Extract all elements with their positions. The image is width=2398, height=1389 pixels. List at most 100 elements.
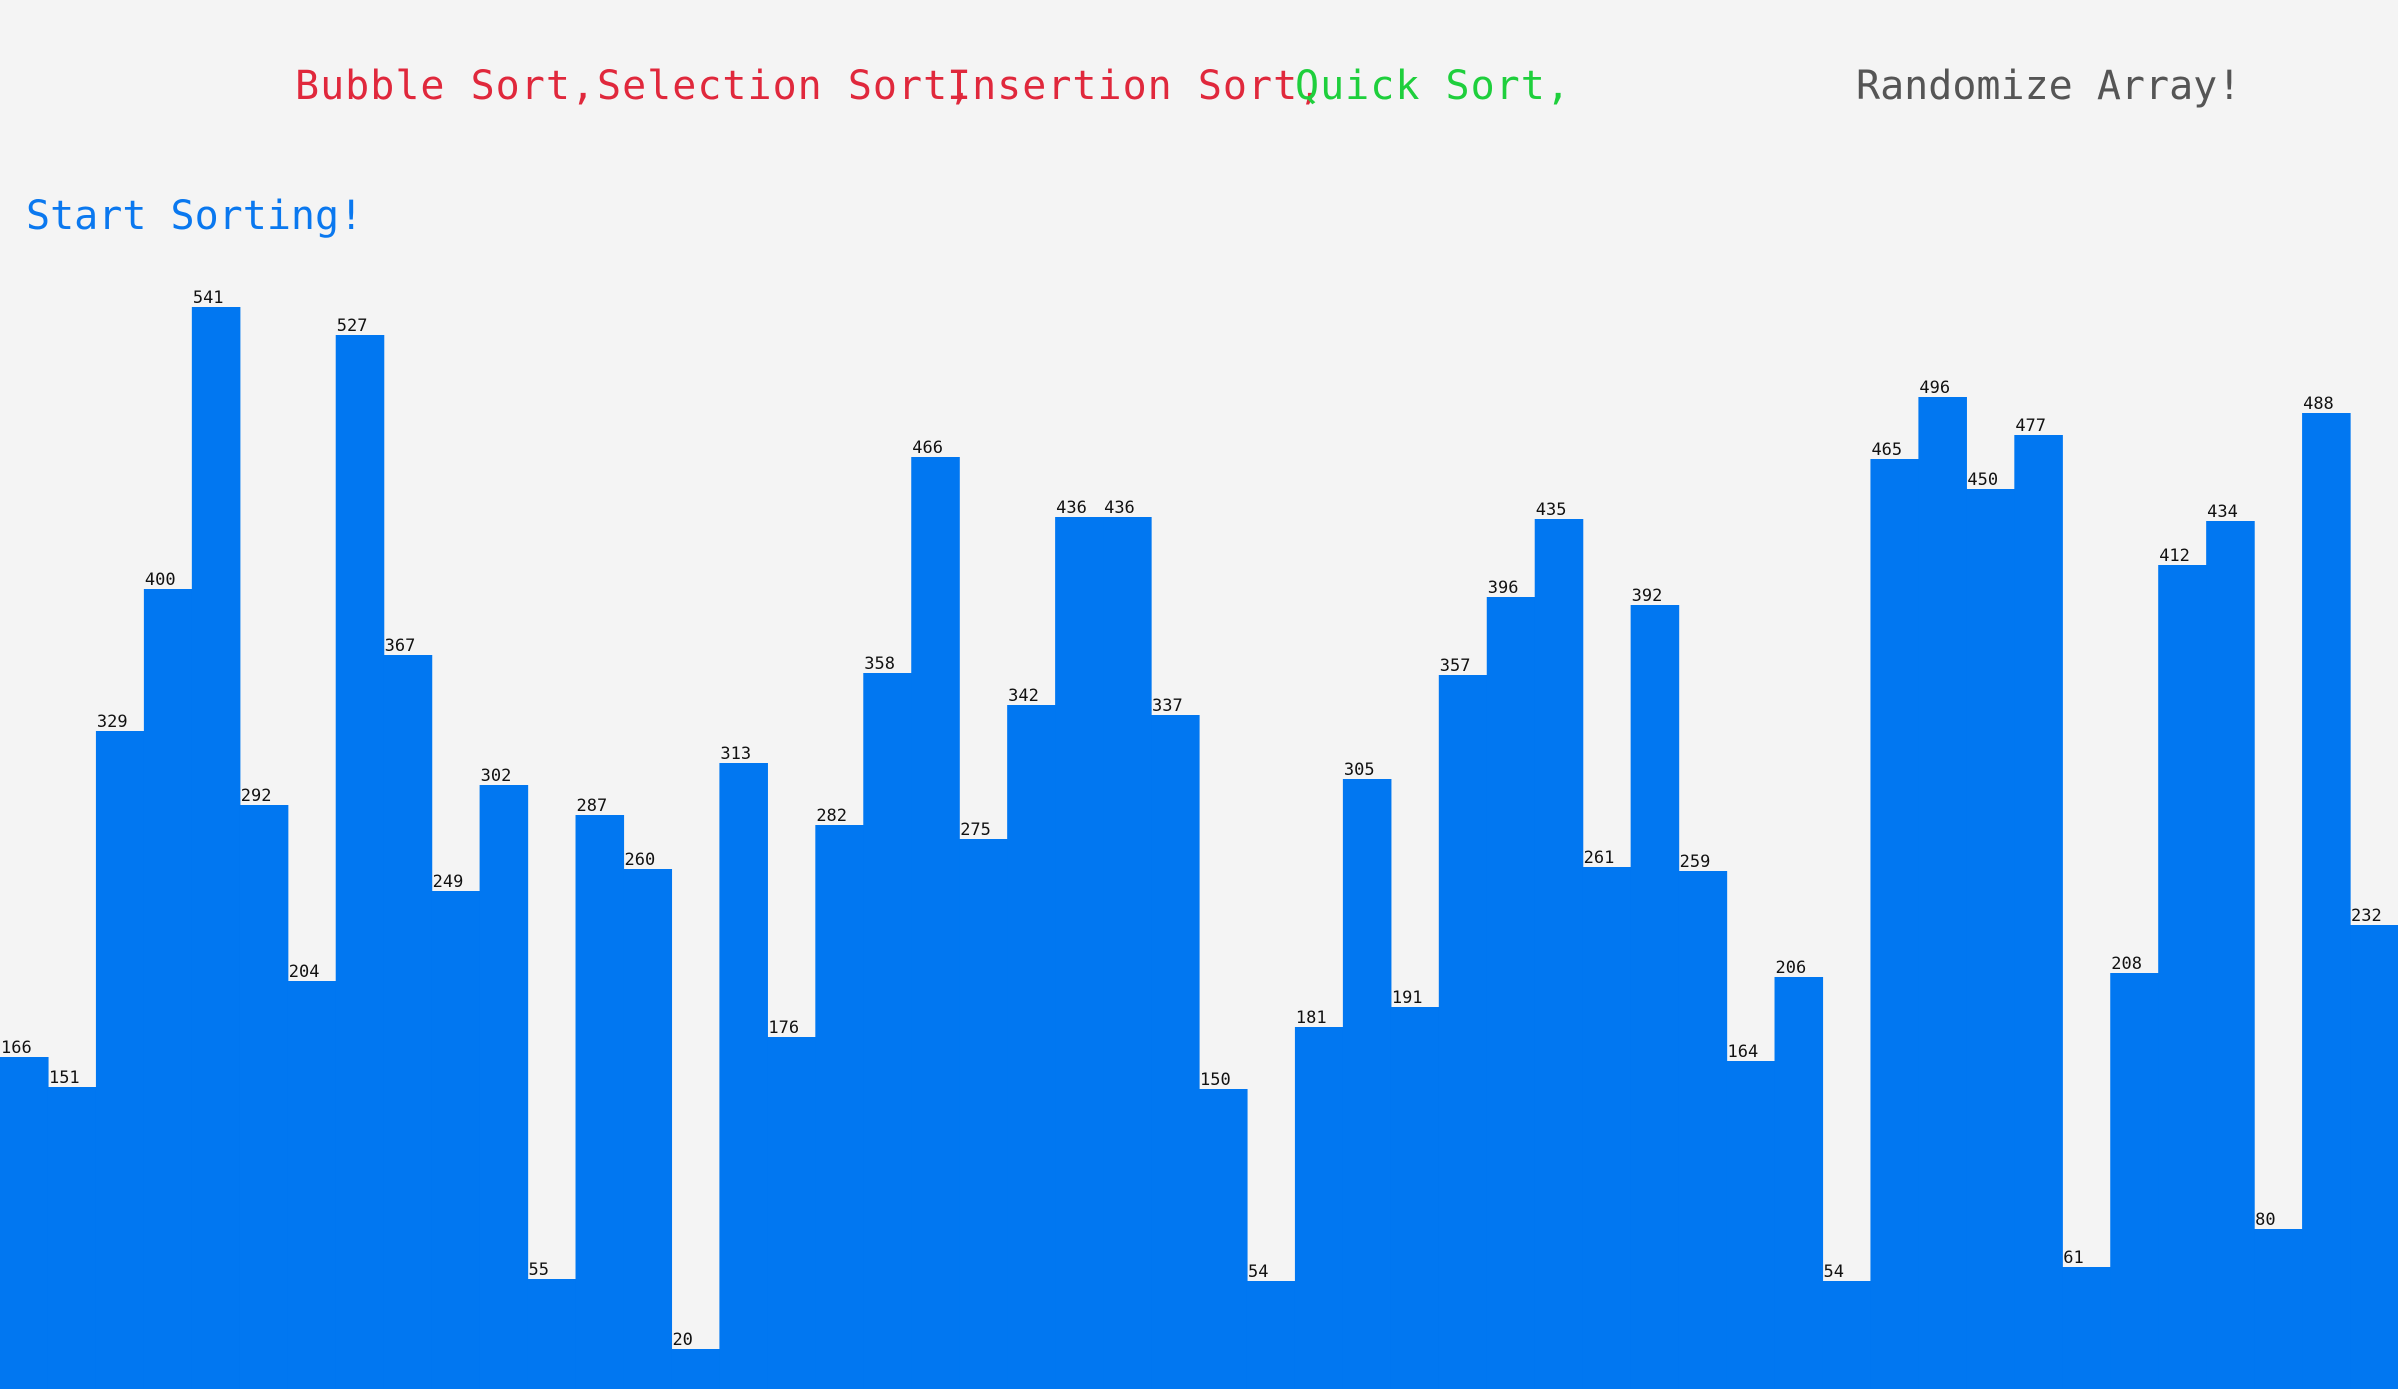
- array-bar: [2158, 565, 2207, 1389]
- bar-value-label: 20: [672, 1330, 692, 1350]
- array-bar: [623, 869, 673, 1389]
- bar-value-label: 400: [145, 570, 176, 590]
- bar-value-label: 54: [1248, 1262, 1268, 1282]
- array-bar: [191, 307, 241, 1389]
- bar-value-label: 488: [2303, 394, 2334, 414]
- bar-value-label: 527: [337, 316, 368, 336]
- bar-value-label: 434: [2207, 502, 2238, 522]
- array-bar: [335, 335, 385, 1389]
- array-bar: [1966, 489, 2015, 1389]
- bar-value-label: 150: [1200, 1070, 1231, 1090]
- array-bar: [719, 763, 768, 1389]
- array-bar: [479, 785, 529, 1389]
- array-bar: [527, 1279, 577, 1389]
- array-bar: [1199, 1089, 1248, 1389]
- bar-value-label: 358: [864, 654, 895, 674]
- bar-value-label: 208: [2111, 954, 2142, 974]
- array-bar: [1726, 1061, 1776, 1389]
- bar-value-label: 392: [1632, 586, 1663, 606]
- array-bar: [1630, 605, 1680, 1389]
- array-bar: [1582, 867, 1632, 1389]
- array-bar: [1918, 397, 1967, 1389]
- array-bar: [1774, 977, 1824, 1389]
- bar-value-label: 436: [1056, 498, 1087, 518]
- array-bar: [863, 673, 912, 1389]
- array-bar: [671, 1349, 720, 1389]
- array-bar: [911, 457, 960, 1389]
- randomize-array-button[interactable]: Randomize Array!: [1856, 63, 2242, 109]
- array-bar: [47, 1087, 97, 1389]
- array-bar: [143, 589, 193, 1389]
- array-bar: [959, 839, 1008, 1389]
- bar-value-label: 396: [1488, 578, 1519, 598]
- bar-value-label: 151: [49, 1068, 80, 1088]
- bar-value-label: 412: [2159, 546, 2190, 566]
- start-sorting-button[interactable]: Start Sorting!: [26, 193, 364, 239]
- array-bar: [1103, 517, 1152, 1389]
- array-bar: [1342, 779, 1392, 1389]
- selection-sort-button[interactable]: Selection Sort,: [597, 63, 974, 109]
- bar-value-label: 287: [577, 796, 608, 816]
- array-bar: [287, 981, 337, 1389]
- bar-value-label: 450: [1967, 470, 1998, 490]
- bar-value-label: 337: [1152, 696, 1183, 716]
- array-bar: [1678, 871, 1728, 1389]
- bar-value-label: 465: [1871, 440, 1902, 460]
- bar-value-label: 166: [1, 1038, 32, 1058]
- array-bar: [1007, 705, 1056, 1389]
- array-bar: [2206, 521, 2255, 1389]
- bar-value-label: 367: [385, 636, 416, 656]
- array-bar: [2110, 973, 2159, 1389]
- bar-value-label: 477: [2015, 416, 2046, 436]
- bar-value-label: 329: [97, 712, 128, 732]
- array-bar: [239, 805, 289, 1389]
- bar-value-label: 435: [1536, 500, 1567, 520]
- bar-value-label: 176: [768, 1018, 799, 1038]
- array-bar: [1438, 675, 1488, 1389]
- bar-value-label: 55: [529, 1260, 549, 1280]
- array-bar: [575, 815, 625, 1389]
- array-bar: [1390, 1007, 1440, 1389]
- insertion-sort-button[interactable]: Insertion Sort,: [947, 63, 1324, 109]
- bar-value-label: 342: [1008, 686, 1039, 706]
- array-bar: [1294, 1027, 1344, 1389]
- array-bar: [2350, 925, 2398, 1389]
- array-bar: [1486, 597, 1536, 1389]
- array-bar: [1151, 715, 1200, 1389]
- bar-value-label: 232: [2351, 906, 2382, 926]
- bar-value-label: 54: [1823, 1262, 1843, 1282]
- bar-value-label: 80: [2255, 1210, 2275, 1230]
- bar-value-label: 466: [912, 438, 943, 458]
- array-bar: [0, 1057, 49, 1389]
- bar-value-label: 357: [1440, 656, 1471, 676]
- array-bar: [2014, 435, 2063, 1389]
- bar-value-label: 436: [1104, 498, 1135, 518]
- bar-value-label: 305: [1344, 760, 1375, 780]
- bar-value-label: 206: [1776, 958, 1807, 978]
- array-bar: [1246, 1281, 1296, 1389]
- bar-value-label: 259: [1680, 852, 1711, 872]
- bar-value-label: 249: [433, 872, 464, 892]
- bar-value-label: 61: [2063, 1248, 2083, 1268]
- array-bar: [767, 1037, 816, 1389]
- bar-value-label: 275: [960, 820, 991, 840]
- bar-value-label: 282: [816, 806, 847, 826]
- array-bar: [1534, 519, 1584, 1389]
- bar-value-label: 191: [1392, 988, 1423, 1008]
- array-bar: [1870, 459, 1919, 1389]
- bubble-sort-button[interactable]: Bubble Sort,: [295, 63, 596, 109]
- bar-value-label: 302: [481, 766, 512, 786]
- array-bar: [95, 731, 145, 1389]
- array-bar: [2302, 413, 2351, 1389]
- array-bar: [1055, 517, 1104, 1389]
- bar-value-label: 260: [624, 850, 655, 870]
- quick-sort-button[interactable]: Quick Sort,: [1295, 63, 1571, 109]
- bar-value-label: 164: [1728, 1042, 1759, 1062]
- bar-value-label: 313: [720, 744, 751, 764]
- array-bar: [1822, 1281, 1872, 1389]
- bar-value-label: 292: [241, 786, 272, 806]
- array-bar: [2062, 1267, 2111, 1389]
- array-bar: [815, 825, 864, 1389]
- array-bar: [431, 891, 481, 1389]
- bar-value-label: 204: [289, 962, 320, 982]
